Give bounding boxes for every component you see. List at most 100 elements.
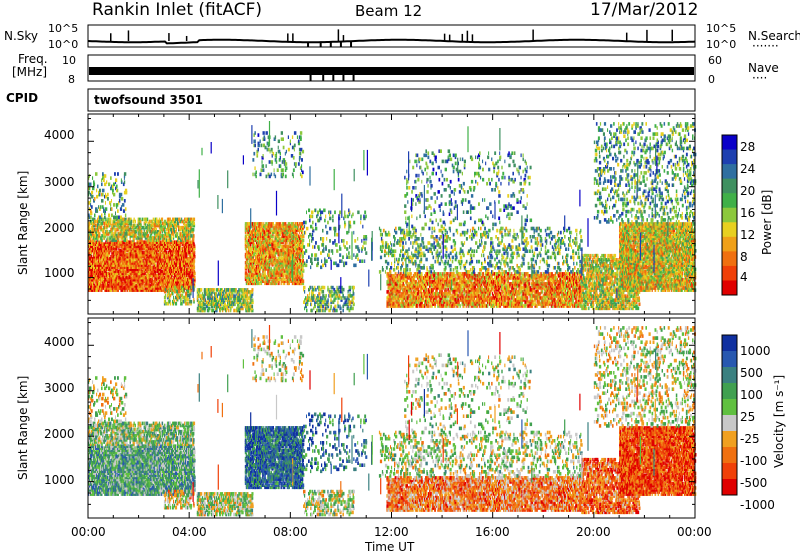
power-echo (178, 257, 180, 261)
power-echo (246, 294, 249, 298)
power-echo (121, 246, 123, 251)
power-echo (104, 269, 106, 274)
power-echo (256, 256, 258, 261)
power-echo (182, 299, 184, 304)
power-echo (121, 286, 123, 290)
power-echo (166, 223, 169, 228)
power-echo (103, 236, 106, 240)
power-echo (150, 244, 152, 249)
power-echo (117, 234, 119, 238)
power-echo (201, 306, 204, 311)
power-echo (162, 227, 165, 232)
power-echo (114, 288, 117, 292)
power-echo (175, 217, 177, 222)
power-echo (187, 271, 190, 276)
power-echo (89, 240, 91, 244)
power-echo (159, 240, 162, 244)
power-echo (121, 219, 124, 224)
power-echo (150, 242, 153, 246)
power-echo (120, 275, 122, 280)
power-echo (106, 254, 109, 259)
power-echo (254, 224, 257, 228)
power-echo (141, 252, 144, 257)
power-echo (214, 296, 217, 300)
power-echo (245, 234, 247, 238)
power-echo (180, 261, 182, 265)
power-echo (163, 238, 166, 242)
power-echo (146, 223, 150, 228)
power-echo (167, 232, 171, 236)
power-echo (128, 271, 131, 276)
power-echo (146, 225, 149, 230)
power-echo (168, 257, 171, 261)
power-echo (148, 275, 150, 280)
power-echo (166, 295, 169, 300)
power-echo (130, 232, 133, 236)
power-echo (127, 240, 130, 244)
power-echo (129, 279, 131, 284)
power-echo (152, 217, 155, 222)
power-echo (225, 298, 227, 302)
power-echo (176, 263, 178, 267)
power-echo (200, 298, 202, 302)
power-echo (121, 225, 123, 230)
power-echo (247, 265, 250, 269)
power-echo (92, 221, 94, 226)
power-echo (123, 223, 125, 228)
power-echo (105, 240, 107, 244)
power-echo (113, 225, 115, 230)
power-echo (133, 279, 136, 284)
power-echo (160, 259, 163, 263)
power-echo (234, 302, 236, 307)
power-echo (171, 289, 173, 294)
power-echo (246, 288, 248, 292)
power-echo (93, 248, 95, 253)
power-echo (107, 232, 110, 236)
power-echo (92, 232, 94, 236)
power-echo (120, 277, 123, 282)
power-echo (205, 304, 209, 309)
power-echo (149, 250, 152, 255)
power-echo (253, 275, 255, 279)
power-echo (123, 263, 125, 267)
power-echo (187, 248, 189, 253)
power-echo (247, 281, 250, 286)
power-echo (118, 194, 122, 199)
power-echo (114, 227, 117, 232)
power-echo (234, 294, 236, 298)
power-echo (186, 223, 188, 228)
power-echo (152, 259, 155, 263)
power-echo (254, 230, 256, 234)
power-echo (143, 221, 145, 226)
power-echo (248, 259, 251, 263)
power-echo (253, 254, 255, 259)
power-echo (229, 300, 231, 305)
power-echo (141, 250, 144, 255)
power-echo (145, 252, 147, 257)
power-echo (152, 223, 155, 228)
power-echo (185, 267, 187, 271)
power-echo (181, 234, 183, 238)
power-echo (247, 246, 250, 251)
power-echo (111, 273, 114, 278)
power-echo (179, 284, 181, 288)
power-echo (174, 269, 176, 274)
power-echo (88, 254, 90, 259)
power-echo (250, 234, 253, 238)
power-echo (311, 302, 313, 307)
power-echo (110, 279, 113, 284)
power-echo (164, 267, 167, 271)
power-echo (97, 236, 99, 240)
power-echo (110, 271, 113, 276)
power-echo (216, 300, 218, 305)
power-echo (180, 297, 182, 302)
power-echo (191, 265, 193, 269)
power-echo (192, 230, 194, 234)
power-echo (248, 226, 251, 230)
power-echo (256, 265, 258, 269)
power-echo (125, 269, 128, 274)
power-echo (250, 222, 253, 226)
power-echo (137, 259, 141, 263)
power-echo (131, 263, 134, 267)
power-echo (180, 273, 182, 278)
